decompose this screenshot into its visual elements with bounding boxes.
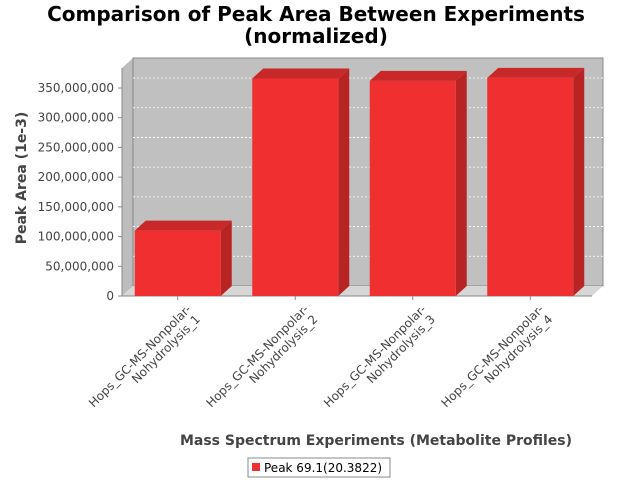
bar-side	[573, 67, 585, 296]
y-tick-label: 300,000,000	[38, 111, 114, 125]
bar-top	[487, 67, 585, 78]
bar	[252, 78, 339, 297]
legend-swatch	[252, 463, 260, 471]
y-tick-label: 100,000,000	[38, 230, 114, 244]
bar-side	[338, 68, 350, 297]
bar-top	[252, 68, 350, 79]
bar	[369, 80, 456, 297]
y-tick-label: 50,000,000	[45, 259, 114, 273]
x-tick-label: Hops_GC-MS-Nonpolar-	[321, 302, 429, 410]
bar-side	[455, 70, 467, 297]
x-tick-label: Hops_GC-MS-Nonpolar-	[86, 302, 194, 410]
legend-box	[247, 457, 391, 478]
x-tick-label: Hops_GC-MS-Nonpolar-	[203, 302, 311, 410]
y-tick-label: 250,000,000	[38, 140, 114, 154]
legend-label: Peak 69.1(20.3822)	[264, 461, 382, 475]
plot-area: 0 50,000,000 100,000,000 150,000,000 200,000…	[38, 57, 604, 410]
y-tick-label: 350,000,000	[38, 81, 114, 95]
x-axis-label: Mass Spectrum Experiments (Metabolite Pr…	[180, 433, 572, 449]
bar	[487, 77, 574, 296]
bar-side	[220, 220, 232, 296]
chart-title: Comparison of Peak Area Between Experime…	[47, 2, 585, 26]
legend: Peak 69.1(20.3822)	[247, 457, 391, 478]
bar-top	[134, 220, 232, 231]
plot-floor	[122, 286, 603, 296]
y-tick-label: 200,000,000	[38, 170, 114, 184]
x-tick-label: Hops_GC-MS-Nonpolar-	[438, 302, 546, 410]
chart-subtitle: (normalized)	[244, 24, 388, 48]
y-tick-label: 150,000,000	[38, 200, 114, 214]
y-tick-label: 0	[106, 289, 114, 303]
y-axis-label: Peak Area (1e-3)	[14, 112, 30, 245]
bar	[134, 230, 221, 296]
bar-top	[369, 70, 467, 81]
